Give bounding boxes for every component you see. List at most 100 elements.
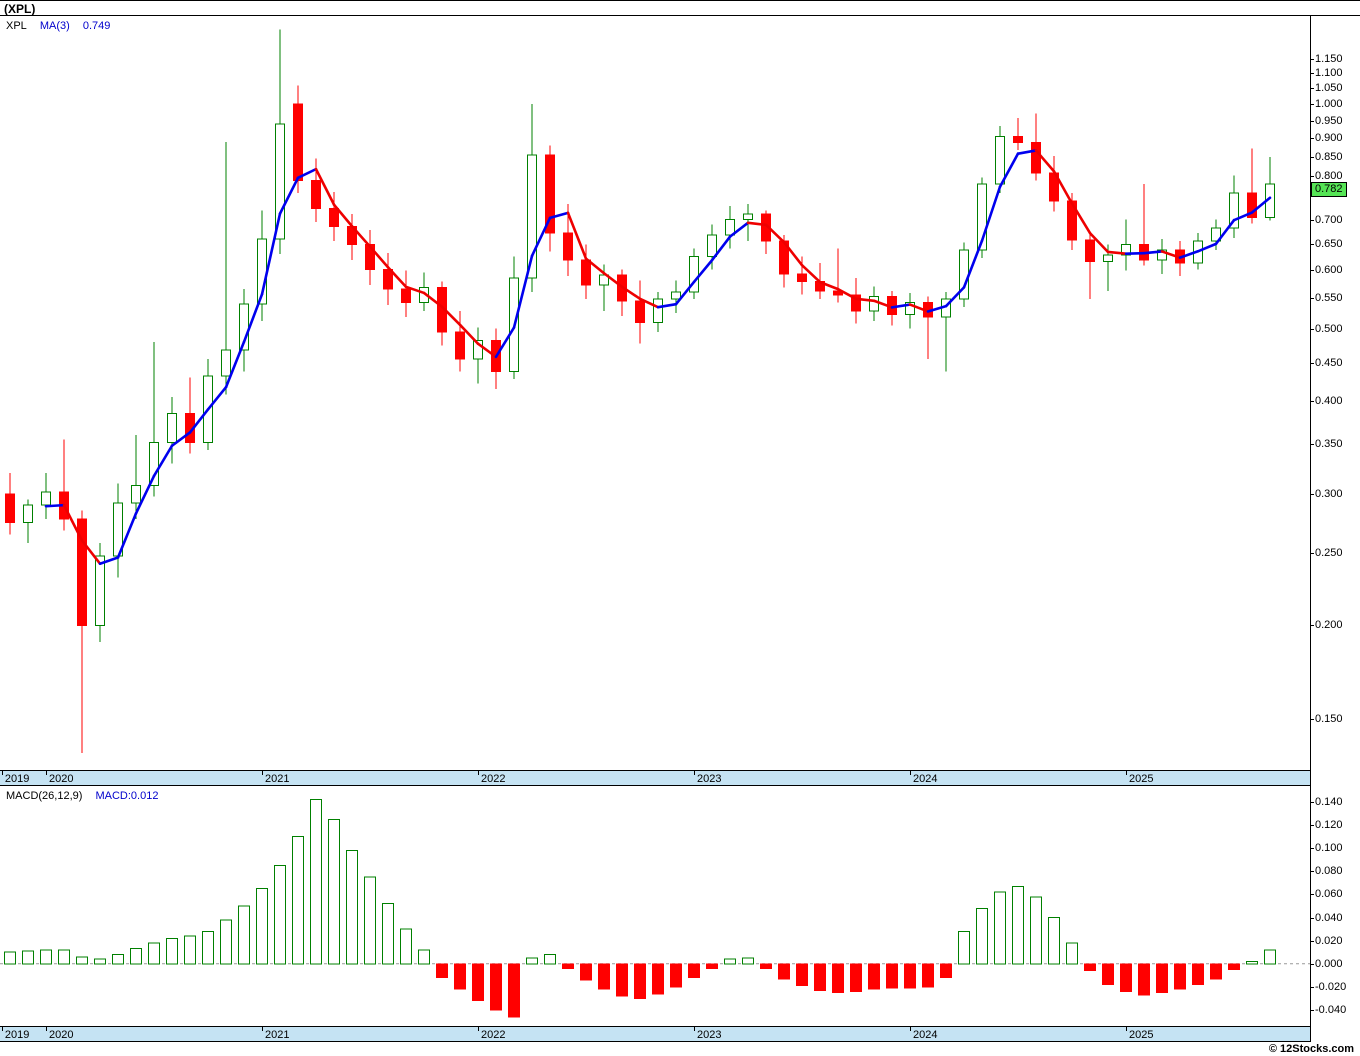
candle (833, 248, 843, 303)
macd-bar (886, 963, 898, 989)
right-axis-line (1310, 15, 1311, 1042)
candle (149, 341, 159, 497)
candle (689, 248, 699, 300)
year-tick (262, 1027, 263, 1031)
candle (905, 293, 915, 329)
price-axis-tick (1310, 297, 1314, 299)
year-tick (694, 771, 695, 775)
price-axis-label: 0.850 (1315, 150, 1343, 163)
price-axis-tick (1310, 219, 1314, 221)
macd-bar (706, 963, 718, 969)
year-label: 2019 (4, 1029, 30, 1041)
candle (851, 277, 861, 324)
macd-bar (742, 957, 754, 965)
macd-bar (832, 963, 844, 994)
price-axis-label: 0.450 (1315, 356, 1343, 369)
macd-bar (220, 919, 232, 965)
macd-bar (904, 963, 916, 989)
macd-axis-label: 0.000 (1315, 957, 1343, 970)
price-axis-label: 0.300 (1315, 488, 1343, 501)
x-axis-band-price: 2019 2020 2021 2022 2023 2024 2025 (0, 770, 1310, 786)
price-axis-tick (1310, 328, 1314, 330)
price-axis-tick (1310, 553, 1314, 555)
macd-bar (22, 950, 34, 965)
candle (1031, 113, 1041, 181)
macd-bar (58, 949, 70, 965)
year-label: 2024 (913, 773, 938, 785)
candle (869, 286, 879, 322)
price-axis-label: 1.050 (1315, 82, 1343, 95)
year-label: 2023 (697, 1029, 722, 1041)
macd-axis-label: -0.020 (1315, 980, 1347, 993)
year-label: 2019 (4, 773, 30, 785)
year-tick (262, 771, 263, 775)
price-axis-tick (1310, 120, 1314, 122)
year-label: 2025 (1129, 1029, 1154, 1041)
macd-bar (598, 963, 610, 990)
macd-bar (616, 963, 628, 997)
macd-bar (418, 949, 430, 965)
year-label: 2021 (265, 1029, 290, 1041)
price-axis-label: 0.400 (1315, 394, 1343, 407)
candle (131, 435, 141, 519)
candle (401, 270, 411, 318)
macd-bar (1174, 963, 1186, 990)
macd-bar (1192, 963, 1204, 986)
macd-bar (184, 935, 196, 965)
macd-bars (4, 799, 1276, 1018)
price-axis-label: 0.900 (1315, 132, 1343, 145)
macd-bar (112, 954, 124, 965)
macd-value: MACD:0.012 (95, 790, 159, 802)
candle (473, 327, 483, 384)
candle (113, 483, 123, 578)
macd-axis-label: 0.100 (1315, 842, 1343, 855)
macd-axis-label: 0.080 (1315, 865, 1343, 878)
macd-bar (850, 963, 862, 992)
macd-bar (1120, 963, 1132, 992)
macd-bar (958, 930, 970, 965)
candle (617, 269, 627, 316)
macd-bar (202, 930, 214, 965)
macd-bar (1228, 963, 1240, 971)
price-axis-tick (1310, 400, 1314, 402)
macd-bar (1246, 960, 1258, 965)
price-axis-tick (1310, 58, 1314, 60)
candle (671, 280, 681, 313)
price-axis-label: 0.250 (1315, 547, 1343, 560)
price-axis-tick (1310, 156, 1314, 158)
macd-bar (508, 963, 520, 1018)
macd-axis-tick (1310, 825, 1314, 827)
macd-bar (544, 954, 556, 965)
candle (23, 499, 33, 543)
macd-bar (760, 963, 772, 969)
candle (95, 542, 105, 643)
macd-bar (1066, 942, 1078, 965)
candle (1265, 156, 1275, 221)
candle (1013, 118, 1023, 151)
candles-group (5, 29, 1275, 753)
macd-bar (4, 951, 16, 965)
macd-bar (580, 963, 592, 981)
candle (437, 281, 447, 346)
macd-bar (256, 888, 268, 965)
year-tick (694, 1027, 695, 1031)
macd-bar (364, 876, 376, 965)
last-price-badge: 0.782 (1311, 181, 1347, 197)
price-axis-tick (1310, 718, 1314, 720)
price-axis-tick (1310, 104, 1314, 106)
macd-axis-tick (1310, 917, 1314, 919)
macd-bar (148, 942, 160, 965)
macd-bar (634, 963, 646, 999)
macd-bar (778, 963, 790, 980)
year-tick (478, 1027, 479, 1031)
macd-bar (796, 963, 808, 987)
candle (1121, 219, 1131, 271)
macd-bar (526, 957, 538, 965)
macd-bar (1048, 917, 1060, 965)
macd-axis-tick (1310, 894, 1314, 896)
year-label: 2022 (481, 773, 506, 785)
price-axis-label: 1.100 (1315, 67, 1343, 80)
year-tick (1126, 771, 1127, 775)
macd-bar (562, 963, 574, 969)
